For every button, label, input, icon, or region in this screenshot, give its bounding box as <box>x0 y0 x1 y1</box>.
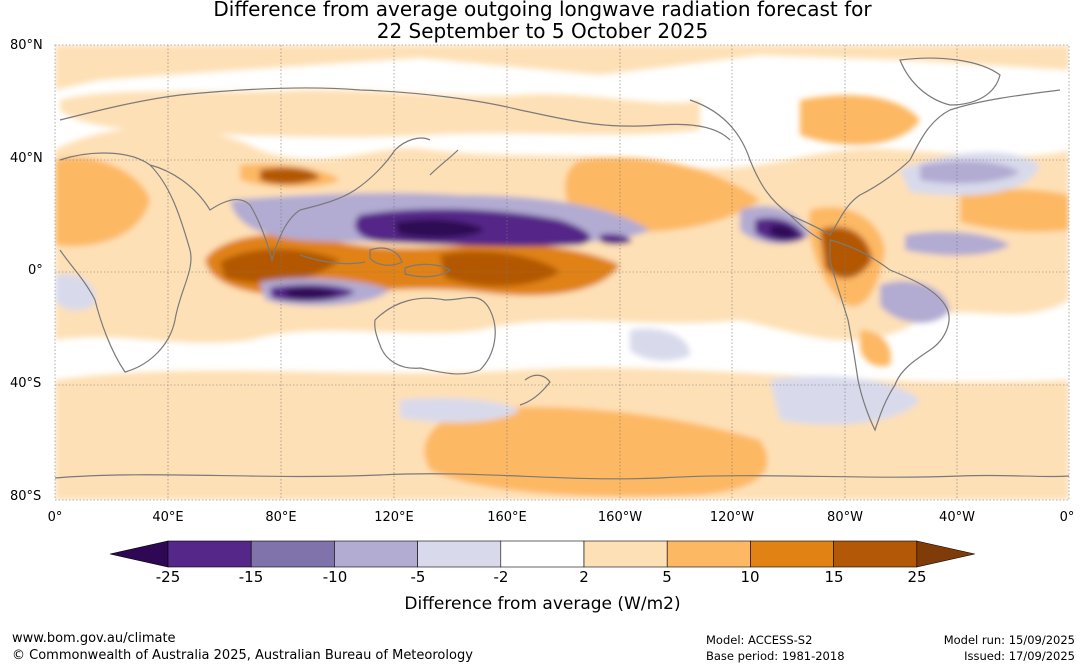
footer-base-period: Base period: 1981-2018 <box>706 649 845 663</box>
anomaly-region <box>860 330 891 367</box>
lat-label: 80°N <box>10 38 43 53</box>
colorbar-segment <box>666 540 751 568</box>
lat-label: 0° <box>28 263 43 278</box>
colorbar-label: Difference from average (W/m2) <box>404 594 681 614</box>
colorbar-extend-high <box>916 540 975 568</box>
anomaly-region <box>400 398 520 423</box>
colorbar-tick: -25 <box>155 568 181 586</box>
footer-model: Model: ACCESS-S2 <box>706 633 813 647</box>
colorbar-tick: 2 <box>579 568 589 586</box>
lon-label: 0° <box>1059 510 1075 525</box>
colorbar-tick: -5 <box>410 568 426 586</box>
anomaly-region <box>600 233 632 245</box>
anomaly-region <box>960 189 1069 233</box>
map-title-line2: 22 September to 5 October 2025 <box>376 19 709 43</box>
anomaly-region <box>260 167 320 185</box>
anomaly-region <box>630 328 690 361</box>
anomaly-region <box>424 406 768 497</box>
lon-label: 40°W <box>939 510 975 525</box>
colorbar-extend-low <box>109 540 169 568</box>
colorbar-segment <box>500 540 585 568</box>
anomaly-region <box>770 376 920 425</box>
olr-anomaly-map <box>54 44 1070 501</box>
colorbar-segment <box>334 540 418 568</box>
lat-label: 40°S <box>10 376 42 391</box>
map-area <box>55 45 1069 500</box>
footer-model-run: Model run: 15/09/2025 <box>943 633 1075 647</box>
anomaly-region <box>55 274 96 311</box>
anomaly-region <box>60 89 700 138</box>
anomaly-region <box>395 219 485 239</box>
colorbar-segment <box>167 540 252 568</box>
colorbar-tick: -15 <box>238 568 264 586</box>
anomaly-region <box>565 157 760 232</box>
anomaly-region <box>800 95 920 145</box>
lon-label: 120°W <box>709 510 755 525</box>
colorbar-tick: 25 <box>907 568 927 586</box>
colorbar-tick: 15 <box>824 568 844 586</box>
anomaly-region <box>905 231 1010 256</box>
anomaly-region <box>55 157 150 247</box>
lon-label: 160°W <box>597 510 643 525</box>
colorbar-segment <box>833 540 918 568</box>
colorbar-segment <box>583 540 668 568</box>
map-title-line1: Difference from average outgoing longwav… <box>213 0 872 21</box>
lat-label: 40°N <box>10 151 43 166</box>
anomaly-region <box>770 224 797 239</box>
footer-copyright: © Commonwealth of Australia 2025, Austra… <box>12 648 473 663</box>
lon-label: 80°W <box>827 510 863 525</box>
colorbar-tick: -10 <box>322 568 348 586</box>
graticule <box>55 45 1069 500</box>
colorbar-tick: 5 <box>662 568 672 586</box>
colorbar-tick: 10 <box>740 568 760 586</box>
coastlines <box>55 57 1069 480</box>
lon-label: 120°E <box>374 510 414 525</box>
anomaly-region <box>920 160 1020 184</box>
anomaly-region <box>285 287 338 299</box>
colorbar-segment <box>250 540 335 568</box>
lon-label: 0° <box>47 510 63 525</box>
colorbar-segment <box>417 540 502 568</box>
lon-label: 160°E <box>487 510 527 525</box>
colorbar-segment <box>750 540 834 568</box>
anomaly-region <box>440 251 560 287</box>
lat-label: 80°S <box>10 489 42 504</box>
anomaly-region <box>820 226 872 279</box>
footer-url: www.bom.gov.au/climate <box>12 631 176 646</box>
lon-label: 40°E <box>152 510 184 525</box>
map-frame <box>54 44 1070 501</box>
footer-issued: Issued: 17/09/2025 <box>964 649 1075 663</box>
lon-label: 80°E <box>265 510 297 525</box>
anomaly-region <box>55 45 1069 90</box>
colorbar-tick: -2 <box>493 568 509 586</box>
